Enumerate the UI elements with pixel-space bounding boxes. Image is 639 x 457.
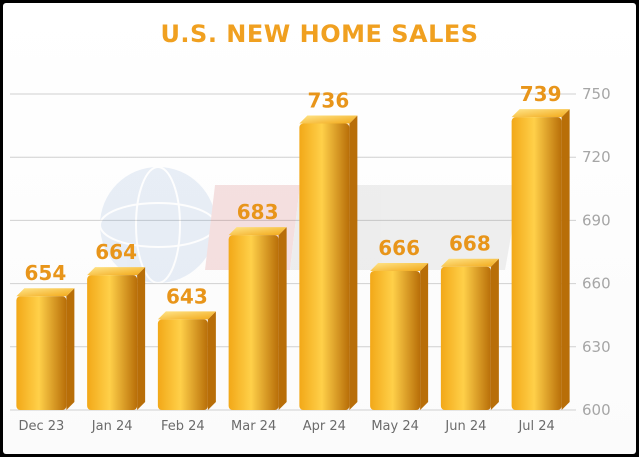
bar-side bbox=[490, 258, 499, 410]
bar-top bbox=[299, 115, 358, 124]
bar-side bbox=[278, 227, 287, 410]
bar-front bbox=[87, 275, 138, 410]
x-category-label: Feb 24 bbox=[161, 419, 205, 434]
x-category-label: Dec 23 bbox=[18, 419, 64, 434]
bar bbox=[16, 288, 75, 410]
x-axis-categories: Dec 23 Jan 24 Feb 24 Mar 24 Apr 24 May 24 Jun … bbox=[18, 419, 554, 434]
y-tick-label: 660 bbox=[582, 275, 611, 293]
x-category-label: Jul 24 bbox=[517, 419, 554, 434]
data-label: 664 bbox=[95, 240, 137, 264]
bar-front bbox=[157, 319, 208, 410]
x-category-label: Jan 24 bbox=[91, 419, 133, 434]
y-tick-label: 690 bbox=[582, 211, 611, 229]
bars bbox=[16, 109, 570, 410]
bar-front bbox=[511, 117, 562, 410]
x-category-label: May 24 bbox=[371, 419, 419, 434]
bar-front bbox=[228, 235, 279, 410]
bar-top bbox=[87, 267, 146, 276]
data-label: 668 bbox=[449, 232, 491, 256]
bar-side bbox=[137, 267, 146, 410]
data-labels: 654 664 643 683 736 666 668 739 bbox=[25, 82, 562, 308]
x-category-label: Apr 24 bbox=[303, 419, 346, 434]
data-label: 666 bbox=[378, 236, 420, 260]
y-axis-ticks: 600 630 660 690 720 750 bbox=[582, 85, 611, 419]
chart-title: U.S. NEW HOME SALES bbox=[160, 20, 479, 48]
bar-top bbox=[157, 311, 216, 320]
bar bbox=[440, 258, 499, 410]
bar bbox=[157, 311, 216, 410]
bar bbox=[87, 267, 146, 410]
bar-front bbox=[299, 123, 350, 410]
x-category-label: Jun 24 bbox=[444, 419, 486, 434]
bar-front bbox=[440, 266, 491, 410]
bar bbox=[370, 262, 429, 410]
bar-top bbox=[228, 227, 287, 236]
bar-top bbox=[511, 109, 570, 118]
bar bbox=[511, 109, 570, 410]
bar bbox=[299, 115, 358, 410]
x-category-label: Mar 24 bbox=[231, 419, 276, 434]
bar-front bbox=[370, 270, 421, 410]
data-label: 739 bbox=[520, 82, 562, 106]
bar-side bbox=[66, 288, 75, 410]
bar-front bbox=[16, 296, 67, 410]
data-label: 643 bbox=[166, 284, 208, 308]
data-label: 683 bbox=[237, 200, 279, 224]
y-tick-label: 750 bbox=[582, 85, 611, 103]
bar-top bbox=[440, 258, 499, 267]
data-label: 736 bbox=[308, 88, 350, 112]
y-tick-label: 630 bbox=[582, 338, 611, 356]
bar-side bbox=[420, 262, 429, 410]
y-tick-label: 720 bbox=[582, 148, 611, 166]
bar-top bbox=[16, 288, 75, 297]
bar-side bbox=[561, 109, 570, 410]
bar-top bbox=[370, 262, 429, 271]
data-label: 654 bbox=[25, 261, 67, 285]
bar-side bbox=[207, 311, 216, 410]
y-tick-label: 600 bbox=[582, 401, 611, 419]
bar bbox=[228, 227, 287, 410]
bar-side bbox=[349, 115, 358, 410]
